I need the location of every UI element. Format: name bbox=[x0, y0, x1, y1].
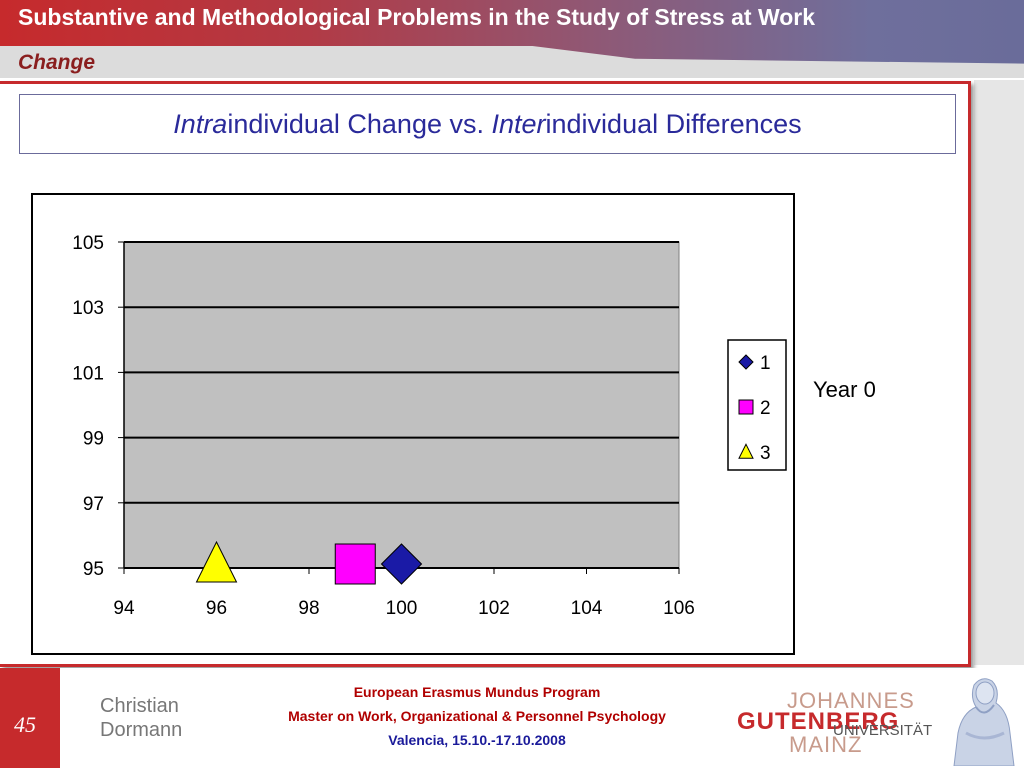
scatter-chart: 95 97 99 101 103 105 94 96 98 100 102 104 106 1 2 3 bbox=[72, 233, 787, 619]
footer bbox=[0, 668, 1024, 768]
legend-marker-3 bbox=[738, 443, 754, 459]
presentation-title: Substantive and Methodological Problems … bbox=[18, 4, 816, 30]
footer-program-info: European Erasmus Mundus Program Master o… bbox=[232, 680, 722, 752]
x-tick-label: 96 bbox=[206, 598, 227, 619]
year-annotation: Year 0 bbox=[813, 377, 876, 402]
y-tick-label: 105 bbox=[72, 233, 104, 254]
logo-gutenberg: GUTENBERG bbox=[737, 708, 900, 735]
slide-number-box: 45 bbox=[0, 668, 60, 768]
heading-inter: Inter bbox=[491, 109, 546, 139]
x-tick-label: 94 bbox=[113, 598, 135, 619]
author-first-name: Christian bbox=[100, 695, 179, 717]
data-point-series-1 bbox=[380, 543, 423, 585]
gutenberg-statue-image bbox=[936, 673, 1022, 766]
chart-container: 95 97 99 101 103 105 94 96 98 100 102 104 106 1 2 3 bbox=[31, 193, 795, 655]
y-tick-label: 101 bbox=[72, 363, 104, 384]
y-tick-label: 95 bbox=[83, 559, 104, 580]
x-tick-label: 102 bbox=[478, 598, 510, 619]
x-tick-label: 100 bbox=[386, 598, 418, 619]
legend-marker-2 bbox=[738, 399, 754, 415]
logo-mainz: MAINZ bbox=[789, 732, 863, 757]
logo-universitat: UNIVERSITÄT bbox=[833, 722, 933, 739]
x-tick-label: 98 bbox=[298, 598, 319, 619]
legend-marker-1 bbox=[738, 354, 754, 370]
university-logo: JOHANNES MAINZ GUTENBERG UNIVERSITÄT bbox=[737, 688, 932, 760]
program-name: European Erasmus Mundus Program bbox=[353, 684, 601, 700]
heading-intra: Intra bbox=[173, 109, 228, 139]
author: Christian Dormann bbox=[100, 694, 230, 742]
legend-label: 3 bbox=[760, 443, 771, 464]
slide-heading-box: Intraindividual Change vs. Interindividu… bbox=[19, 94, 956, 154]
y-tick-label: 97 bbox=[83, 494, 104, 515]
heading-rest2: individual Differences bbox=[545, 109, 802, 139]
right-margin-strip bbox=[974, 80, 1024, 665]
legend-label: 1 bbox=[760, 353, 771, 374]
y-tick-label: 99 bbox=[83, 429, 104, 450]
slide-heading: Intraindividual Change vs. Interindividu… bbox=[20, 109, 955, 140]
y-tick-label: 103 bbox=[72, 298, 104, 319]
plot-area bbox=[123, 241, 680, 569]
legend-label: 2 bbox=[760, 398, 771, 419]
legend-box bbox=[727, 339, 787, 471]
place-date: Valencia, 15.10.-17.10.2008 bbox=[388, 732, 566, 748]
x-tick-label: 106 bbox=[663, 598, 695, 619]
data-point-series-2 bbox=[334, 543, 376, 585]
heading-rest1: individual Change vs. bbox=[227, 109, 492, 139]
master-name: Master on Work, Organizational & Personn… bbox=[288, 708, 666, 724]
section-title: Change bbox=[18, 51, 96, 74]
data-point-series-3 bbox=[195, 540, 238, 583]
logo-johannes: JOHANNES bbox=[787, 688, 915, 713]
author-last-name: Dormann bbox=[100, 719, 183, 741]
slide-number: 45 bbox=[14, 712, 36, 737]
x-tick-label: 104 bbox=[571, 598, 603, 619]
